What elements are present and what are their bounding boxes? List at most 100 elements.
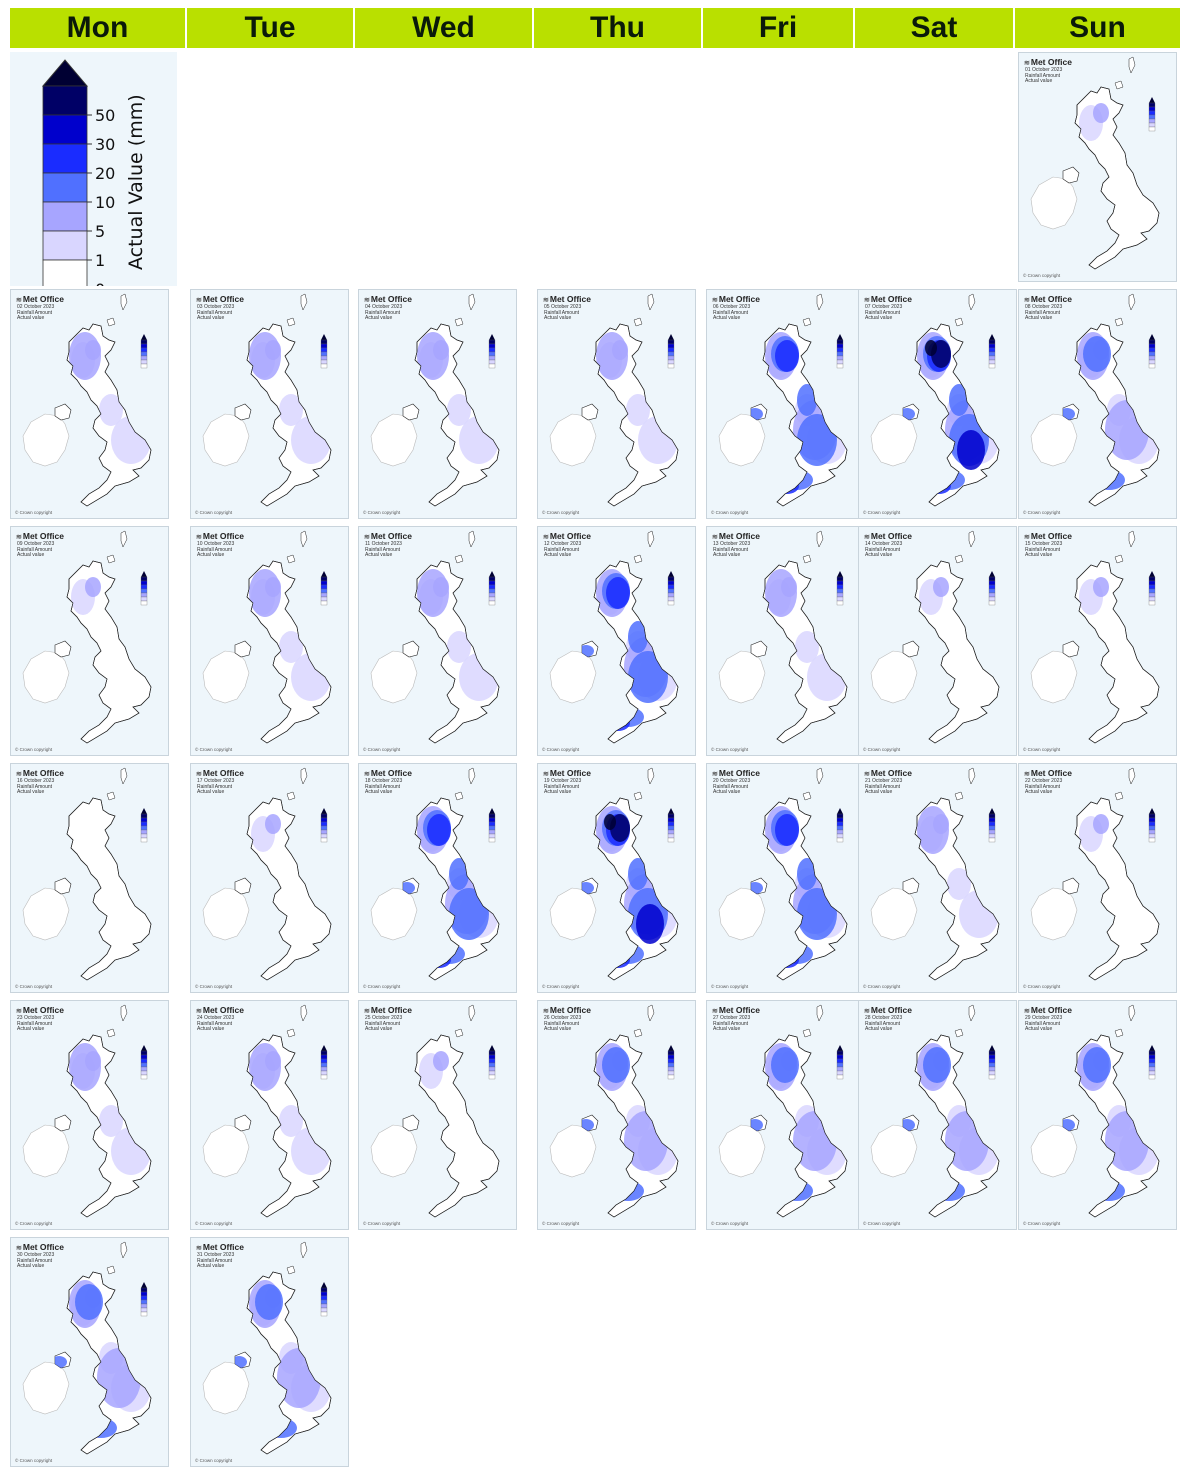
- map-date: 03 October 2023: [197, 304, 235, 310]
- rainfall-shading: [919, 577, 949, 615]
- weekday-header-tue: Tue: [187, 8, 355, 48]
- map-caption: 17 October 2023 Rainfall Amount Actual val…: [197, 778, 234, 796]
- rainfall-map-20[interactable]: ≋ Met Office 20 October 2023 Rainfall Amoun…: [706, 763, 865, 993]
- legend-swatch: [42, 230, 88, 261]
- map-value-type: Actual value: [197, 1263, 225, 1270]
- copyright-note: © Crown copyright: [542, 747, 580, 752]
- rainfall-map-13[interactable]: ≋ Met Office 13 October 2023 Rainfall Amoun…: [706, 526, 865, 756]
- rainfall-map-12[interactable]: ≋ Met Office 12 October 2023 Rainfall Amoun…: [537, 526, 696, 756]
- copyright-note: © Crown copyright: [363, 1221, 401, 1226]
- rainfall-map-06[interactable]: ≋ Met Office 06 October 2023 Rainfall Amoun…: [706, 289, 865, 519]
- copyright-note: © Crown copyright: [15, 1221, 53, 1226]
- met-office-logo: ≋ Met Office: [196, 1005, 244, 1015]
- ireland-landmass: [370, 1124, 418, 1178]
- met-office-logo: ≋ Met Office: [16, 1242, 64, 1252]
- rainfall-map-29[interactable]: ≋ Met Office 29 October 2023 Rainfall Amoun…: [1018, 1000, 1177, 1230]
- met-office-logo: ≋ Met Office: [864, 768, 912, 778]
- rainfall-map-03[interactable]: ≋ Met Office 03 October 2023 Rainfall Amoun…: [190, 289, 349, 519]
- rainfall-map-19[interactable]: ≋ Met Office 19 October 2023 Rainfall Amoun…: [537, 763, 696, 993]
- map-value-type: Actual value: [197, 315, 225, 322]
- wave-icon: ≋: [864, 771, 870, 778]
- wave-icon: ≋: [712, 1008, 718, 1015]
- legend-swatch: [42, 85, 88, 116]
- ireland-landmass: [718, 1124, 766, 1178]
- rainfall-map-17[interactable]: ≋ Met Office 17 October 2023 Rainfall Amoun…: [190, 763, 349, 993]
- map-date: 07 October 2023: [865, 304, 903, 310]
- map-caption: 19 October 2023 Rainfall Amount Actual val…: [544, 778, 581, 796]
- map-title: Rainfall Amount: [197, 546, 233, 553]
- map-value-type: Actual value: [1025, 789, 1053, 796]
- copyright-note: © Crown copyright: [863, 1221, 901, 1226]
- rainfall-map-27[interactable]: ≋ Met Office 27 October 2023 Rainfall Amoun…: [706, 1000, 865, 1230]
- ireland-landmass: [549, 1124, 597, 1178]
- great-britain-landmass: [66, 797, 152, 981]
- rainfall-map-04[interactable]: ≋ Met Office 04 October 2023 Rainfall Amoun…: [358, 289, 517, 519]
- rainfall-map-08[interactable]: ≋ Met Office 08 October 2023 Rainfall Amoun…: [1018, 289, 1177, 519]
- ireland-landmass: [202, 650, 250, 704]
- map-caption: 31 October 2023 Rainfall Amount Actual val…: [197, 1252, 234, 1270]
- map-date: 14 October 2023: [865, 541, 903, 547]
- rainfall-map-07[interactable]: ≋ Met Office 07 October 2023 Rainfall Amoun…: [858, 289, 1017, 519]
- map-date: 24 October 2023: [197, 1015, 235, 1021]
- uk-rainfall-map: [22, 293, 152, 507]
- legend-max-arrow: [41, 59, 89, 87]
- rainfall-map-15[interactable]: ≋ Met Office 15 October 2023 Rainfall Amoun…: [1018, 526, 1177, 756]
- map-caption: 08 October 2023 Rainfall Amount Actual val…: [1025, 304, 1063, 322]
- rainfall-map-26[interactable]: ≋ Met Office 26 October 2023 Rainfall Amoun…: [537, 1000, 696, 1230]
- met-office-logo: ≋ Met Office: [543, 531, 591, 541]
- copyright-note: © Crown copyright: [711, 984, 749, 989]
- map-caption: 10 October 2023 Rainfall Amount Actual val…: [197, 541, 234, 559]
- rainfall-map-01[interactable]: ≋ Met Office 01 October 2023 Rainfall Amoun…: [1018, 52, 1177, 282]
- rainfall-map-05[interactable]: ≋ Met Office 05 October 2023 Rainfall Amoun…: [537, 289, 696, 519]
- rainfall-map-24[interactable]: ≋ Met Office 24 October 2023 Rainfall Amoun…: [190, 1000, 349, 1230]
- rainfall-shading: [403, 806, 499, 968]
- rainfall-map-31[interactable]: ≋ Met Office 31 October 2023 Rainfall Amoun…: [190, 1237, 349, 1467]
- rainfall-map-22[interactable]: ≋ Met Office 22 October 2023 Rainfall Amoun…: [1018, 763, 1177, 993]
- map-title: Rainfall Amount: [1025, 72, 1061, 79]
- copyright-note: © Crown copyright: [15, 1458, 53, 1463]
- copyright-note: © Crown copyright: [363, 747, 401, 752]
- uk-rainfall-map: [870, 767, 1000, 981]
- ireland-landmass: [549, 413, 597, 467]
- rainfall-map-02[interactable]: ≋ Met Office 02 October 2023 Rainfall Amoun…: [10, 289, 169, 519]
- map-value-type: Actual value: [17, 552, 45, 559]
- rainfall-map-23[interactable]: ≋ Met Office 23 October 2023 Rainfall Amoun…: [10, 1000, 169, 1230]
- map-date: 29 October 2023: [1025, 1015, 1063, 1021]
- ireland-landmass: [22, 1361, 70, 1415]
- legend-tick-label: 10: [95, 193, 115, 212]
- wave-icon: ≋: [16, 297, 22, 304]
- legend-tick-label: 30: [95, 135, 115, 154]
- map-caption: 27 October 2023 Rainfall Amount Actual val…: [713, 1015, 750, 1033]
- map-value-type: Actual value: [713, 1026, 741, 1033]
- rainfall-map-28[interactable]: ≋ Met Office 28 October 2023 Rainfall Amoun…: [858, 1000, 1017, 1230]
- map-caption: 23 October 2023 Rainfall Amount Actual val…: [17, 1015, 54, 1033]
- wave-icon: ≋: [196, 297, 202, 304]
- rainfall-map-16[interactable]: ≋ Met Office 16 October 2023 Rainfall Amoun…: [10, 763, 169, 993]
- map-value-type: Actual value: [544, 789, 572, 796]
- map-caption: 07 October 2023 Rainfall Amount Actual val…: [865, 304, 903, 322]
- uk-rainfall-map: [1030, 530, 1160, 744]
- rainfall-shading: [582, 569, 678, 731]
- uk-rainfall-map: [549, 767, 679, 981]
- map-value-type: Actual value: [713, 552, 741, 559]
- rainfall-map-09[interactable]: ≋ Met Office 09 October 2023 Rainfall Amoun…: [10, 526, 169, 756]
- rainfall-shading: [582, 806, 678, 968]
- wave-icon: ≋: [364, 534, 370, 541]
- rainfall-map-11[interactable]: ≋ Met Office 11 October 2023 Rainfall Amoun…: [358, 526, 517, 756]
- rainfall-map-25[interactable]: ≋ Met Office 25 October 2023 Rainfall Amoun…: [358, 1000, 517, 1230]
- copyright-note: © Crown copyright: [363, 510, 401, 515]
- map-date: 08 October 2023: [1025, 304, 1063, 310]
- rainfall-map-10[interactable]: ≋ Met Office 10 October 2023 Rainfall Amoun…: [190, 526, 349, 756]
- map-caption: 12 October 2023 Rainfall Amount Actual val…: [544, 541, 581, 559]
- rainfall-map-30[interactable]: ≋ Met Office 30 October 2023 Rainfall Amoun…: [10, 1237, 169, 1467]
- map-value-type: Actual value: [1025, 552, 1053, 559]
- map-caption: 04 October 2023 Rainfall Amount Actual val…: [365, 304, 402, 322]
- rainfall-map-18[interactable]: ≋ Met Office 18 October 2023 Rainfall Amoun…: [358, 763, 517, 993]
- met-office-logo: ≋ Met Office: [1024, 768, 1072, 778]
- legend-tick-label: 0: [95, 280, 105, 286]
- rainfall-map-21[interactable]: ≋ Met Office 21 October 2023 Rainfall Amoun…: [858, 763, 1017, 993]
- rainfall-map-14[interactable]: ≋ Met Office 14 October 2023 Rainfall Amoun…: [858, 526, 1017, 756]
- map-date: 22 October 2023: [1025, 778, 1063, 784]
- map-value-type: Actual value: [544, 1026, 572, 1033]
- legend-tick-label: 50: [95, 106, 115, 125]
